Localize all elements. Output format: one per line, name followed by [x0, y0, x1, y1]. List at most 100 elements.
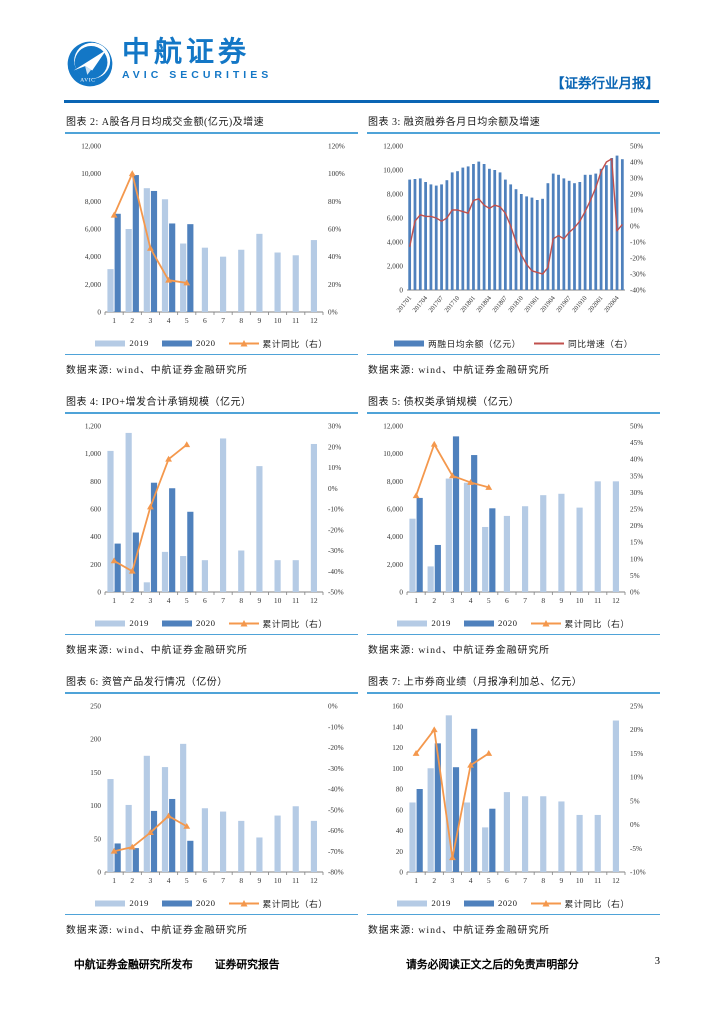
svg-text:200: 200 [90, 561, 101, 569]
chart-title-5: 图表 5: 债权类承销规模（亿元） [367, 393, 660, 414]
svg-text:40%: 40% [630, 456, 643, 464]
legend-label: 2019 [129, 618, 149, 628]
legend-item: 两融日均余额（亿元） [393, 337, 521, 350]
svg-text:40%: 40% [630, 159, 643, 167]
svg-text:400: 400 [90, 533, 101, 541]
svg-text:12: 12 [310, 596, 318, 605]
svg-text:8,000: 8,000 [85, 198, 102, 206]
svg-text:0: 0 [97, 309, 101, 317]
svg-text:8,000: 8,000 [387, 478, 404, 486]
legend-item: 2019 [397, 618, 451, 628]
chart-block-5: 图表 5: 债权类承销规模（亿元） 0 2,000 4,000 6,000 8,000 1… [367, 393, 660, 656]
svg-text:2: 2 [130, 596, 134, 605]
svg-text:1,000: 1,000 [85, 450, 102, 458]
report-tag: 【证券行业月报】 [551, 76, 659, 91]
svg-text:2,000: 2,000 [387, 561, 404, 569]
chart-title-2: 图表 2: A股各月日均成交金额(亿元)及增速 [65, 113, 358, 134]
chart-block-2: 图表 2: A股各月日均成交金额(亿元)及增速 0 2,000 4,000 6,000… [65, 113, 358, 376]
legend-item: 2019 [95, 338, 149, 348]
legend-bar-swatch [393, 340, 424, 346]
chart-block-4: 图表 4: IPO+增发合计承销规模（亿元） 0 200 400 600 800 1,00… [65, 393, 358, 656]
chart-plot: 0 200 400 600 800 1,000 1,200 -50% -40% -30% -20% -… [85, 423, 344, 606]
svg-text:250: 250 [90, 703, 101, 711]
chart-canvas-3: 0 2,000 4,000 6,000 8,000 10,000 12,000 -40% -30… [367, 136, 660, 336]
svg-text:202001: 202001 [587, 295, 605, 314]
legend-label: 2020 [497, 618, 518, 628]
chart-legend-3: 两融日均余额（亿元） 同比增速（右） [367, 336, 660, 350]
svg-text:11: 11 [594, 876, 601, 885]
svg-text:8: 8 [239, 876, 243, 885]
svg-text:201807: 201807 [491, 294, 509, 314]
svg-text:10%: 10% [328, 464, 341, 472]
svg-text:6: 6 [203, 316, 207, 325]
svg-text:30%: 30% [328, 423, 341, 431]
svg-text:1: 1 [414, 596, 418, 605]
svg-text:1: 1 [112, 596, 116, 605]
svg-text:30%: 30% [630, 489, 643, 497]
legend-item: 2020 [161, 898, 216, 908]
svg-text:50%: 50% [630, 423, 643, 431]
legend-line-swatch [530, 619, 561, 626]
svg-text:4: 4 [167, 596, 171, 605]
legend-bar-swatch [397, 900, 428, 906]
svg-text:3: 3 [451, 596, 455, 605]
svg-text:80%: 80% [328, 198, 341, 206]
legend-item: 累计同比（右） [228, 617, 328, 630]
legend-item: 2019 [95, 898, 149, 908]
svg-text:10,000: 10,000 [81, 170, 101, 178]
legend-label: 累计同比（右） [564, 618, 630, 629]
svg-text:25%: 25% [630, 506, 643, 514]
svg-text:6: 6 [505, 876, 509, 885]
svg-text:6,000: 6,000 [387, 215, 404, 223]
chart-canvas-7: 0 20 40 60 80 100 120 140 160 -10% -5% 0% 5% 10% 15% 20… [367, 696, 660, 896]
avic-logo-icon: AVIC [67, 41, 113, 87]
svg-text:20%: 20% [630, 726, 643, 734]
source-note-2: 数据来源: wind、中航证券金融研究所 [66, 365, 248, 376]
svg-text:0: 0 [399, 869, 403, 877]
svg-text:10: 10 [274, 316, 282, 325]
chart-block-7: 图表 7: 上市券商业绩（月报净利加总、亿元） 0 20 40 60 80 100 120 1… [367, 673, 660, 936]
svg-text:2,000: 2,000 [387, 263, 404, 271]
svg-text:0%: 0% [630, 223, 640, 231]
svg-text:10,000: 10,000 [383, 450, 403, 458]
svg-text:-20%: -20% [328, 744, 344, 752]
svg-text:40: 40 [396, 827, 404, 835]
svg-text:0: 0 [399, 287, 403, 295]
svg-text:3: 3 [149, 876, 153, 885]
chart-canvas-6: 0 50 100 150 200 250 -80% -70% -60% -50% -40% -30% -… [65, 696, 358, 896]
svg-text:-50%: -50% [328, 806, 344, 814]
svg-text:10: 10 [274, 876, 282, 885]
svg-text:6,000: 6,000 [387, 506, 404, 514]
legend-label: 累计同比（右） [262, 618, 328, 629]
svg-text:7: 7 [523, 876, 527, 885]
svg-text:8,000: 8,000 [387, 191, 404, 199]
svg-text:10: 10 [274, 596, 282, 605]
svg-text:201810: 201810 [507, 295, 525, 314]
legend-line-swatch [228, 619, 259, 626]
svg-text:15%: 15% [630, 750, 643, 758]
svg-text:9: 9 [258, 596, 262, 605]
svg-text:20: 20 [396, 848, 404, 856]
svg-text:-10%: -10% [328, 506, 344, 514]
svg-text:0: 0 [97, 869, 101, 877]
legend-bar-swatch [161, 620, 192, 626]
chart-title-4: 图表 4: IPO+增发合计承销规模（亿元） [65, 393, 358, 414]
svg-text:-10%: -10% [630, 869, 646, 877]
footer-disclaimer: 请务必阅读正文之后的免责声明部分 [406, 959, 579, 971]
divider [367, 354, 660, 355]
source-note-3: 数据来源: wind、中航证券金融研究所 [368, 365, 550, 376]
svg-text:600: 600 [90, 506, 101, 514]
svg-text:100: 100 [90, 802, 101, 810]
svg-text:7: 7 [221, 596, 225, 605]
svg-text:9: 9 [560, 876, 564, 885]
legend-item: 2020 [463, 618, 518, 628]
svg-text:1: 1 [112, 876, 116, 885]
legend-bar-swatch [397, 620, 428, 626]
legend-item: 累计同比（右） [530, 897, 630, 910]
svg-text:AVIC: AVIC [80, 77, 95, 83]
svg-text:3: 3 [149, 316, 153, 325]
chart-block-3: 图表 3: 融资融券各月日均余额及增速 0 2,000 4,000 6,000 8,00… [367, 113, 660, 376]
legend-item: 累计同比（右） [530, 617, 630, 630]
svg-text:201707: 201707 [427, 294, 445, 314]
svg-text:201704: 201704 [411, 294, 429, 314]
